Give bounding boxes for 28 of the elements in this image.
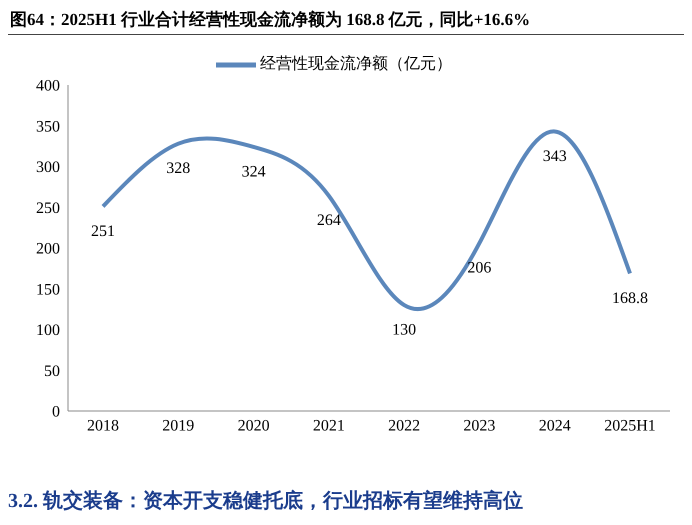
x-tick-label: 2018 — [87, 417, 119, 434]
x-tick-label: 2019 — [162, 417, 194, 434]
x-tick-label: 2023 — [463, 417, 496, 434]
y-tick-label: 150 — [36, 281, 60, 298]
x-tick-label: 2022 — [388, 417, 420, 434]
data-label: 264 — [316, 212, 341, 230]
data-label: 251 — [91, 222, 115, 240]
data-label: 130 — [392, 321, 416, 338]
x-tick-label: 2021 — [312, 417, 345, 434]
y-tick-label: 400 — [36, 78, 60, 95]
y-tick-label: 300 — [36, 159, 60, 176]
text: 3.2. 轨交装备：资本开支稳健托底，行业招标有望维持高位 — [8, 488, 524, 514]
x-tick-label: 2025H1 — [604, 417, 656, 434]
data-label: 168.8 — [612, 290, 648, 307]
y-tick-label: 50 — [44, 362, 60, 380]
y-tick-label: 0 — [52, 404, 60, 421]
x-tick-label: 2020 — [238, 417, 270, 434]
data-label: 343 — [542, 148, 567, 165]
y-tick-label: 200 — [36, 240, 60, 258]
y-tick-label: 100 — [36, 322, 60, 340]
data-label: 328 — [166, 160, 190, 178]
y-tick-label: 350 — [36, 118, 60, 136]
chart-title: 图64：2025H1 行业合计经营性现金流净额为 168.8 亿元，同比+16.6% — [8, 8, 684, 35]
legend-label: 经营性现金流净额（亿元） — [260, 56, 452, 73]
data-label: 324 — [242, 163, 266, 180]
x-tick-label: 2024 — [538, 417, 571, 434]
y-tick-label: 250 — [36, 200, 60, 217]
data-label: 206 — [467, 259, 492, 276]
